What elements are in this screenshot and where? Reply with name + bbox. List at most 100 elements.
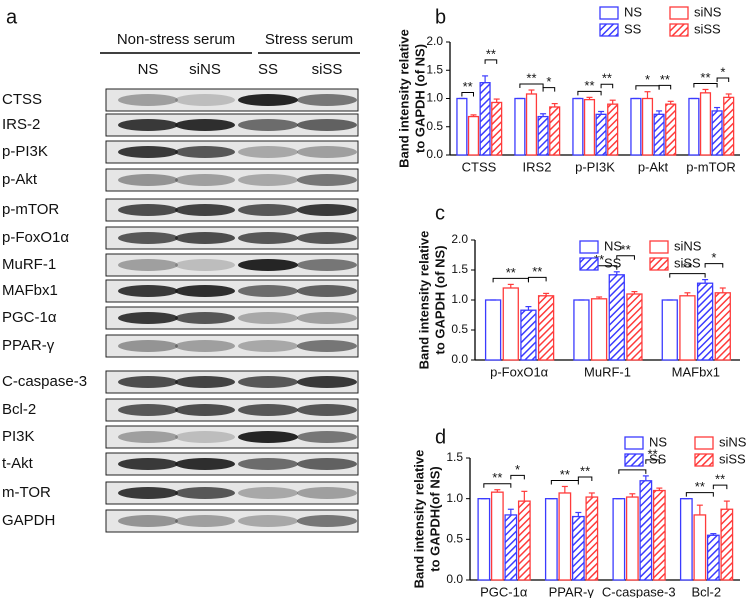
significance-bracket xyxy=(685,492,714,497)
significance-bracket xyxy=(461,92,474,97)
y-tick-label: 1.0 xyxy=(426,91,443,105)
blot-band xyxy=(238,174,298,186)
significance-label: * xyxy=(720,64,725,79)
y-axis-label: Band intensity relative xyxy=(396,29,411,168)
y-axis-label: Band intensity relative xyxy=(416,231,431,370)
significance-bracket xyxy=(542,87,556,92)
blot-band xyxy=(175,174,235,186)
group-label: Stress serum xyxy=(265,31,353,48)
legend-label: SS xyxy=(624,21,642,36)
bar xyxy=(714,292,731,361)
protein-label: PGC-1α xyxy=(2,309,57,326)
blot-band xyxy=(238,376,298,388)
blot-band xyxy=(238,340,298,352)
legend-swatch xyxy=(694,436,714,450)
bar xyxy=(467,115,480,156)
blot-band xyxy=(238,515,298,527)
blot-band xyxy=(118,404,178,416)
significance-label: * xyxy=(711,250,716,265)
blot-band xyxy=(238,259,298,271)
bar xyxy=(583,98,596,156)
legend-label: siNS xyxy=(674,238,702,253)
bar xyxy=(590,298,608,361)
blot-band xyxy=(297,146,357,158)
blot-band xyxy=(175,515,235,527)
protein-label: C-caspase-3 xyxy=(2,373,87,390)
blot-band xyxy=(297,119,357,131)
legend-label: NS xyxy=(604,238,622,253)
bar xyxy=(572,97,584,156)
significance-label: ** xyxy=(584,78,594,93)
significance-label: * xyxy=(645,72,650,87)
blot-band xyxy=(175,259,235,271)
blot-band xyxy=(175,431,235,443)
protein-label: p-Akt xyxy=(2,171,38,188)
bar xyxy=(517,500,531,581)
bar xyxy=(653,113,665,156)
significance-label: ** xyxy=(486,46,496,61)
legend-label: siNS xyxy=(719,434,747,449)
significance-label: ** xyxy=(560,467,570,482)
y-tick-label: 0.0 xyxy=(451,352,468,366)
bar xyxy=(652,489,666,581)
bar xyxy=(625,496,639,581)
bar xyxy=(711,110,723,156)
significance-label: ** xyxy=(492,470,502,485)
blot-band xyxy=(297,458,357,470)
blot-band xyxy=(297,431,357,443)
bar-chart: c Band intensity relative to GAPDH (of NS)… xyxy=(416,202,740,379)
x-tick-label: IRS2 xyxy=(523,159,552,174)
significance-bracket xyxy=(658,84,672,90)
blot-band xyxy=(238,431,298,443)
legend-swatch xyxy=(599,6,619,20)
bar xyxy=(484,299,502,361)
significance-label: ** xyxy=(594,252,604,267)
blot-band xyxy=(297,204,357,216)
blot-band xyxy=(175,404,235,416)
blot-band xyxy=(297,515,357,527)
panel-label: b xyxy=(435,6,446,28)
bar xyxy=(626,293,643,361)
blot-band xyxy=(175,376,235,388)
x-tick-label: C-caspase-3 xyxy=(602,584,676,598)
blot-band xyxy=(297,312,357,324)
x-tick-label: p-mTOR xyxy=(686,159,736,174)
blot-band xyxy=(118,232,178,244)
bar xyxy=(679,498,693,581)
y-axis-label: Band intensity relative xyxy=(411,450,426,589)
y-tick-label: 0.0 xyxy=(426,147,443,161)
blot-band xyxy=(238,232,298,244)
bar xyxy=(456,97,468,156)
significance-bracket xyxy=(484,59,498,64)
blot-band xyxy=(238,94,298,106)
bar xyxy=(720,508,734,581)
blot-band xyxy=(118,259,178,271)
significance-label: ** xyxy=(682,260,692,275)
blot-band xyxy=(297,404,357,416)
blot-band xyxy=(238,285,298,297)
bar xyxy=(699,92,712,156)
lane-label: siSS xyxy=(312,61,343,78)
blot-band xyxy=(175,312,235,324)
blot-band xyxy=(118,458,178,470)
legend-label: NS xyxy=(624,4,642,19)
legend-swatch xyxy=(669,6,689,20)
bar xyxy=(639,480,653,581)
legend-label: siSS xyxy=(674,255,701,270)
bar xyxy=(504,514,518,581)
legend-swatch xyxy=(624,453,644,467)
significance-label: ** xyxy=(621,242,631,257)
bar xyxy=(595,113,607,156)
x-tick-label: CTSS xyxy=(462,159,497,174)
bar xyxy=(571,515,585,581)
blot-band xyxy=(297,174,357,186)
bar xyxy=(661,299,678,361)
significance-label: ** xyxy=(695,479,705,494)
y-tick-label: 1.0 xyxy=(451,292,468,306)
bar xyxy=(537,295,555,361)
significance-bracket xyxy=(704,263,724,268)
blot-band xyxy=(118,376,178,388)
protein-label: PPAR-γ xyxy=(2,337,55,354)
significance-label: ** xyxy=(660,72,670,87)
protein-label: t-Akt xyxy=(2,455,34,472)
